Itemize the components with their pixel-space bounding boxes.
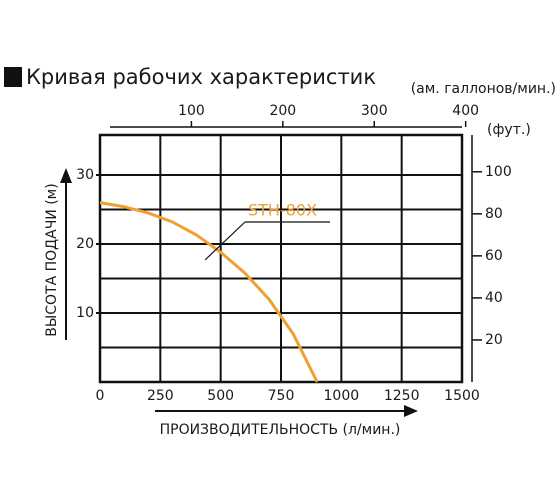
x-tick-label: 750 [268,388,295,404]
y2-tick-label: 60 [485,248,503,264]
x2-tick-label: 300 [361,103,388,119]
x-tick-label: 1250 [384,388,420,404]
data-line [99,201,319,383]
y2-tick-label: 100 [485,164,512,180]
title-marker [4,67,22,87]
x-tick-label: 500 [207,388,234,404]
x2-tick-label: 400 [452,103,479,119]
y-tick-label: 30 [76,167,94,183]
x-tick-label: 0 [96,388,105,404]
y2-axis-label: (фут.) [487,122,531,138]
y-axis-label: ВЫСОТА ПОДАЧИ (м) [44,183,60,336]
x2-axis-label: (ам. галлонов/мин.) [411,81,556,97]
y2-tick-label: 20 [485,332,503,348]
x2-tick-label: 200 [269,103,296,119]
y2-tick-label: 80 [485,206,503,222]
chart-title: Кривая рабочих характеристик [26,65,376,89]
series-label: STH-80X [248,201,317,220]
y-tick-label: 10 [76,305,94,321]
y-tick-label: 20 [76,236,94,252]
x2-tick-label: 100 [178,103,205,119]
x-tick-label: 1000 [324,388,360,404]
x-tick-label: 1500 [444,388,480,404]
y2-tick-label: 40 [485,290,503,306]
x-arrowhead [404,405,418,417]
x-tick-label: 250 [147,388,174,404]
plot-frame [98,133,464,384]
x-axis-label: ПРОИЗВОДИТЕЛЬНОСТЬ (л/мин.) [160,422,401,438]
label-leader [204,221,246,261]
y-arrowhead [60,168,72,183]
